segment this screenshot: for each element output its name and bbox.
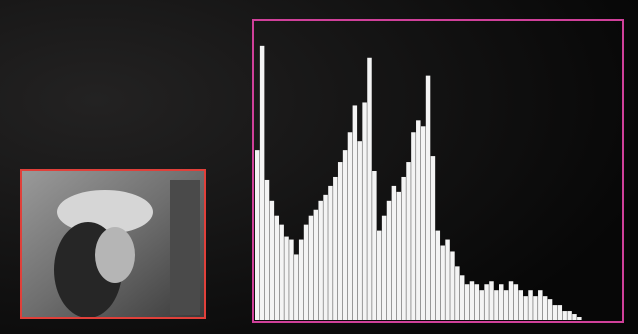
bar [558,305,562,320]
bar [318,201,322,320]
bar [348,132,352,320]
bar [450,251,454,320]
bar [328,186,332,320]
bar [504,290,508,320]
bar [304,225,308,320]
bar [475,284,479,320]
bar [372,171,376,320]
bar [553,305,557,320]
bar [397,192,401,320]
bar [514,284,518,320]
bar [314,210,318,320]
bar [411,132,415,320]
bar [275,216,279,320]
bar [265,180,269,320]
bar [465,284,469,320]
bar [357,141,361,320]
bar [270,201,274,320]
bar [509,281,513,320]
bar [484,284,488,320]
bar [494,290,498,320]
bar [460,275,464,320]
bar [255,150,259,320]
image-panel [21,170,205,318]
bar [538,290,542,320]
bar [309,216,313,320]
bar [528,290,532,320]
bar [279,225,283,320]
bar [323,195,327,320]
bar [470,281,474,320]
bar [519,290,523,320]
photo-backdrop [170,180,200,315]
bar [416,120,420,320]
bar [567,311,571,320]
bar [436,231,440,320]
photo-face [95,227,135,283]
bar [377,231,381,320]
page: (() => { const data = JSON.parse(documen… [0,0,638,334]
bar [455,266,459,320]
bar [440,246,444,321]
bar [401,177,405,320]
bar [431,156,435,320]
bar [523,296,527,320]
screen [0,0,638,334]
bar [284,237,288,320]
bar [572,314,576,320]
bar [294,254,298,320]
bar [343,150,347,320]
bar [353,105,357,320]
bar [299,240,303,320]
bar [426,76,430,320]
bar [479,290,483,320]
bar [338,162,342,320]
bar [562,311,566,320]
bar [421,126,425,320]
bar [289,240,293,320]
bar [362,102,366,320]
bar [333,177,337,320]
bar [543,296,547,320]
photo-hat [57,190,153,234]
bar [548,299,552,320]
bar [382,216,386,320]
bar [367,58,371,320]
bar [387,201,391,320]
bar [499,284,503,320]
bar [489,281,493,320]
bar [577,317,581,320]
bar [260,46,264,320]
bar [392,186,396,320]
bar [406,162,410,320]
bar [533,296,537,320]
bar [445,240,449,320]
